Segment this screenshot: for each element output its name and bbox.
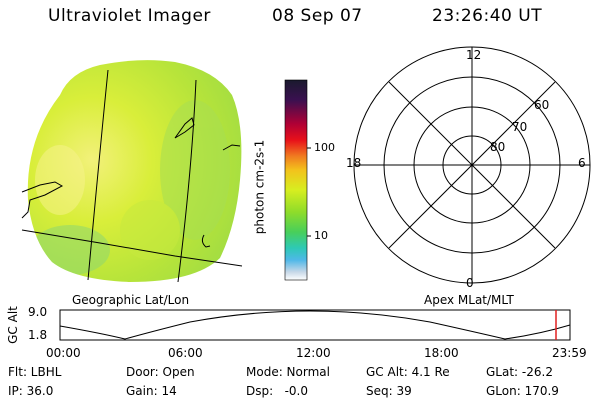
colorbar-unit-label: photon cm-2s-1 (252, 139, 267, 235)
info-glon: GLon: 170.9 (486, 384, 559, 398)
info-dsp: Dsp: -0.0 (246, 384, 309, 398)
time-tick-1800: 18:00 (424, 346, 459, 360)
time-tick-2359: 23:59 (552, 346, 587, 360)
mlt-label-0: 0 (466, 276, 474, 290)
uv-image-disc (21, 60, 243, 283)
apex-caption: Apex MLat/MLT (424, 293, 514, 307)
info-gc-alt: GC Alt: 4.1 Re (366, 365, 450, 379)
info-flt: Flt: LBHL (8, 365, 62, 379)
mlt-label-6: 6 (578, 156, 586, 170)
time-tick-0000: 00:00 (46, 346, 81, 360)
altitude-ytick-9: 9.0 (28, 305, 48, 319)
colorbar (284, 79, 308, 281)
info-ip: IP: 36.0 (8, 384, 54, 398)
info-door: Door: Open (126, 365, 195, 379)
instrument-title: Ultraviolet Imager (48, 6, 211, 26)
altitude-ytick-1.8: 1.8 (28, 328, 48, 342)
info-seq: Seq: 39 (366, 384, 412, 398)
date-label: 08 Sep 07 (272, 6, 363, 26)
lat-label-60: 60 (534, 98, 550, 112)
altitude-ylabel: GC Alt (5, 306, 20, 344)
time-tick-0600: 06:00 (168, 346, 203, 360)
mlt-label-12: 12 (466, 48, 482, 62)
mlt-label-18: 18 (346, 156, 362, 170)
time-label: 23:26:40 UT (432, 6, 543, 26)
altitude-plot (59, 309, 571, 341)
lat-label-80: 80 (490, 140, 506, 154)
colorbar-tick-100: 100 (314, 141, 335, 154)
info-mode: Mode: Normal (246, 365, 330, 379)
colorbar-tick-10: 10 (314, 229, 328, 242)
info-gain: Gain: 14 (126, 384, 177, 398)
lat-label-70: 70 (512, 120, 528, 134)
geographic-caption: Geographic Lat/Lon (72, 293, 190, 307)
info-glat: GLat: -26.2 (486, 365, 553, 379)
time-tick-1200: 12:00 (296, 346, 331, 360)
polar-plot (353, 46, 591, 284)
